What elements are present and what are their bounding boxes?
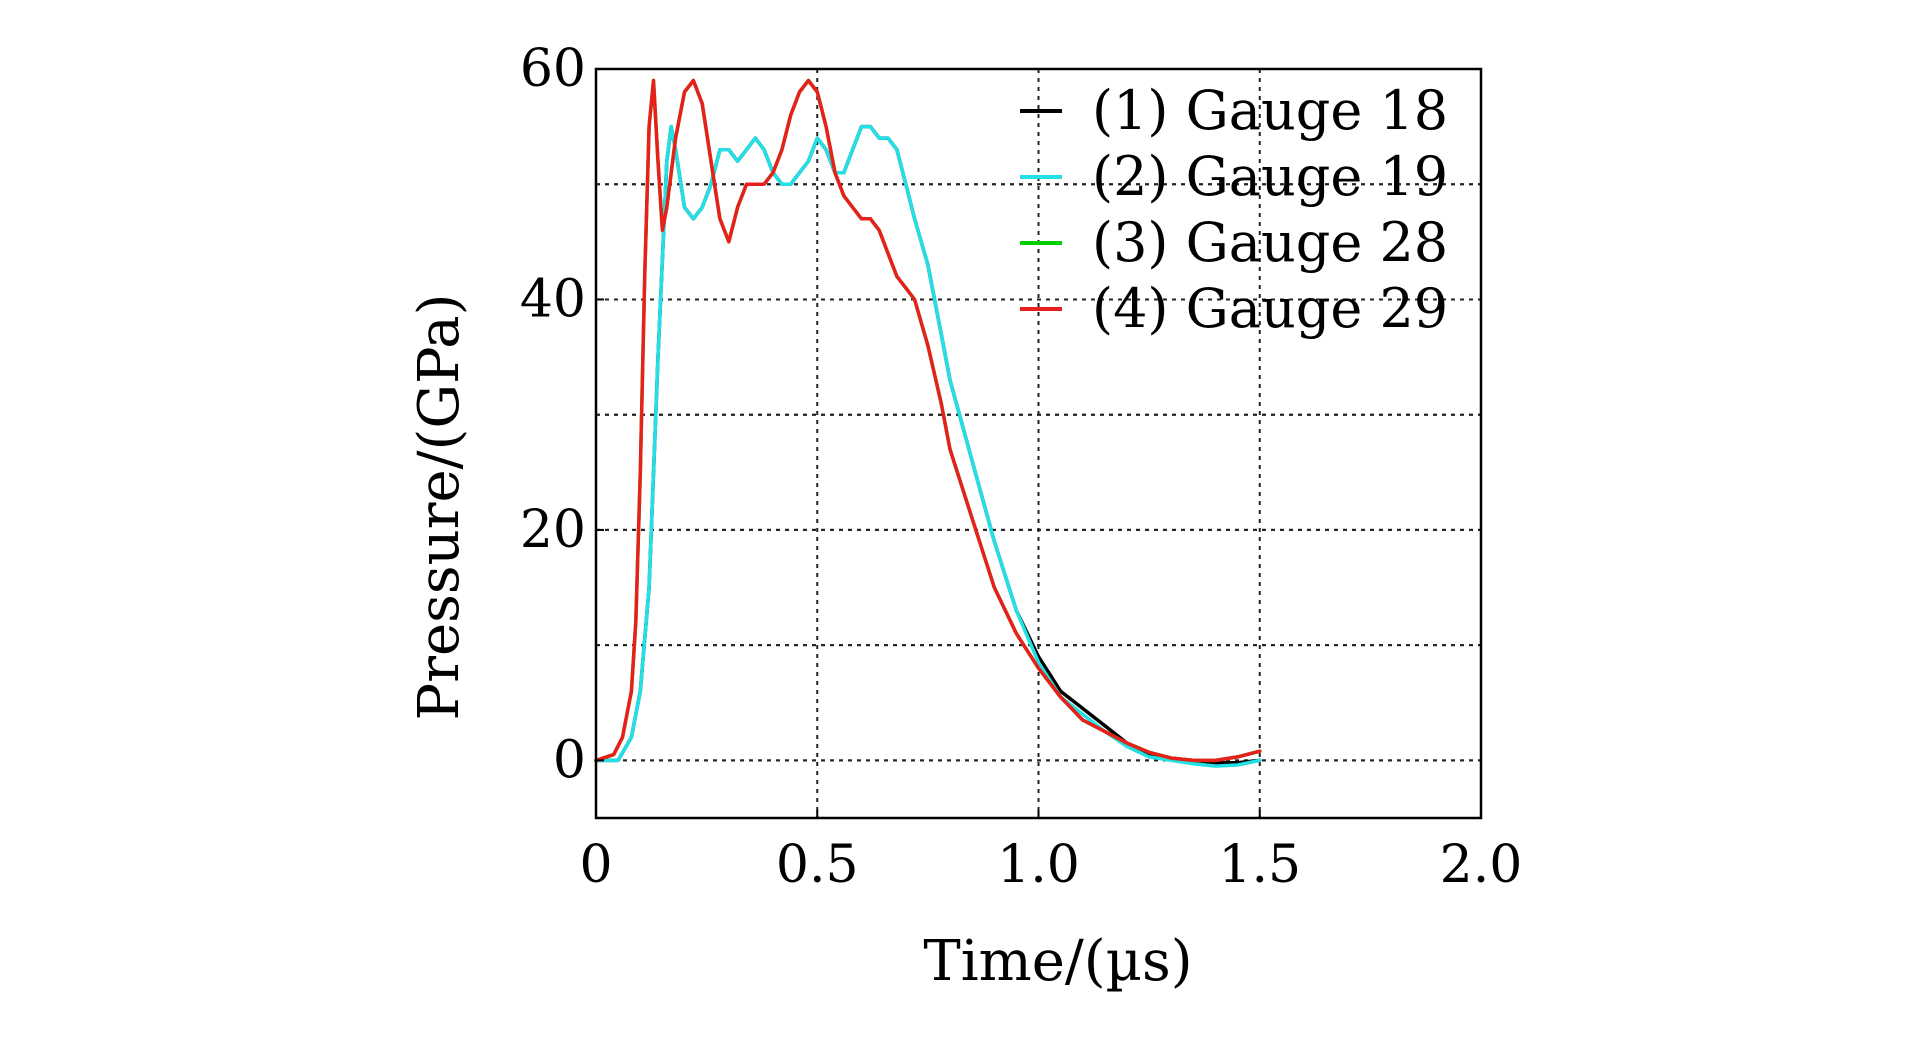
y-tick-label-2: 40 [520, 269, 586, 329]
axis-ticks: 0 0.5 1.0 1.5 2.0 0 20 40 60 [520, 39, 1523, 895]
legend-label-3: (3) Gauge 28 [1092, 211, 1448, 274]
x-tick-label-4: 2.0 [1440, 835, 1523, 895]
legend-label-2: (2) Gauge 19 [1092, 145, 1448, 208]
x-tick-label-2: 1.0 [997, 835, 1080, 895]
grid-lines [596, 69, 1481, 818]
series-line-4 [594, 78, 1262, 763]
y-tick-label-3: 60 [520, 39, 586, 99]
x-tick-label-3: 1.5 [1218, 835, 1301, 895]
data-series [594, 78, 1262, 768]
y-axis-label: Pressure/(GPa) [407, 294, 472, 721]
y-tick-label-1: 20 [520, 500, 586, 560]
x-tick-label-0: 0 [579, 835, 612, 895]
legend: (1) Gauge 18(2) Gauge 19(3) Gauge 28(4) … [1020, 79, 1448, 340]
x-tick-label-1: 0.5 [776, 835, 859, 895]
legend-label-1: (1) Gauge 18 [1092, 79, 1448, 142]
x-axis-label: Time/(µs) [923, 929, 1192, 994]
y-tick-label-0: 0 [553, 730, 586, 790]
legend-label-4: (4) Gauge 29 [1092, 277, 1448, 340]
